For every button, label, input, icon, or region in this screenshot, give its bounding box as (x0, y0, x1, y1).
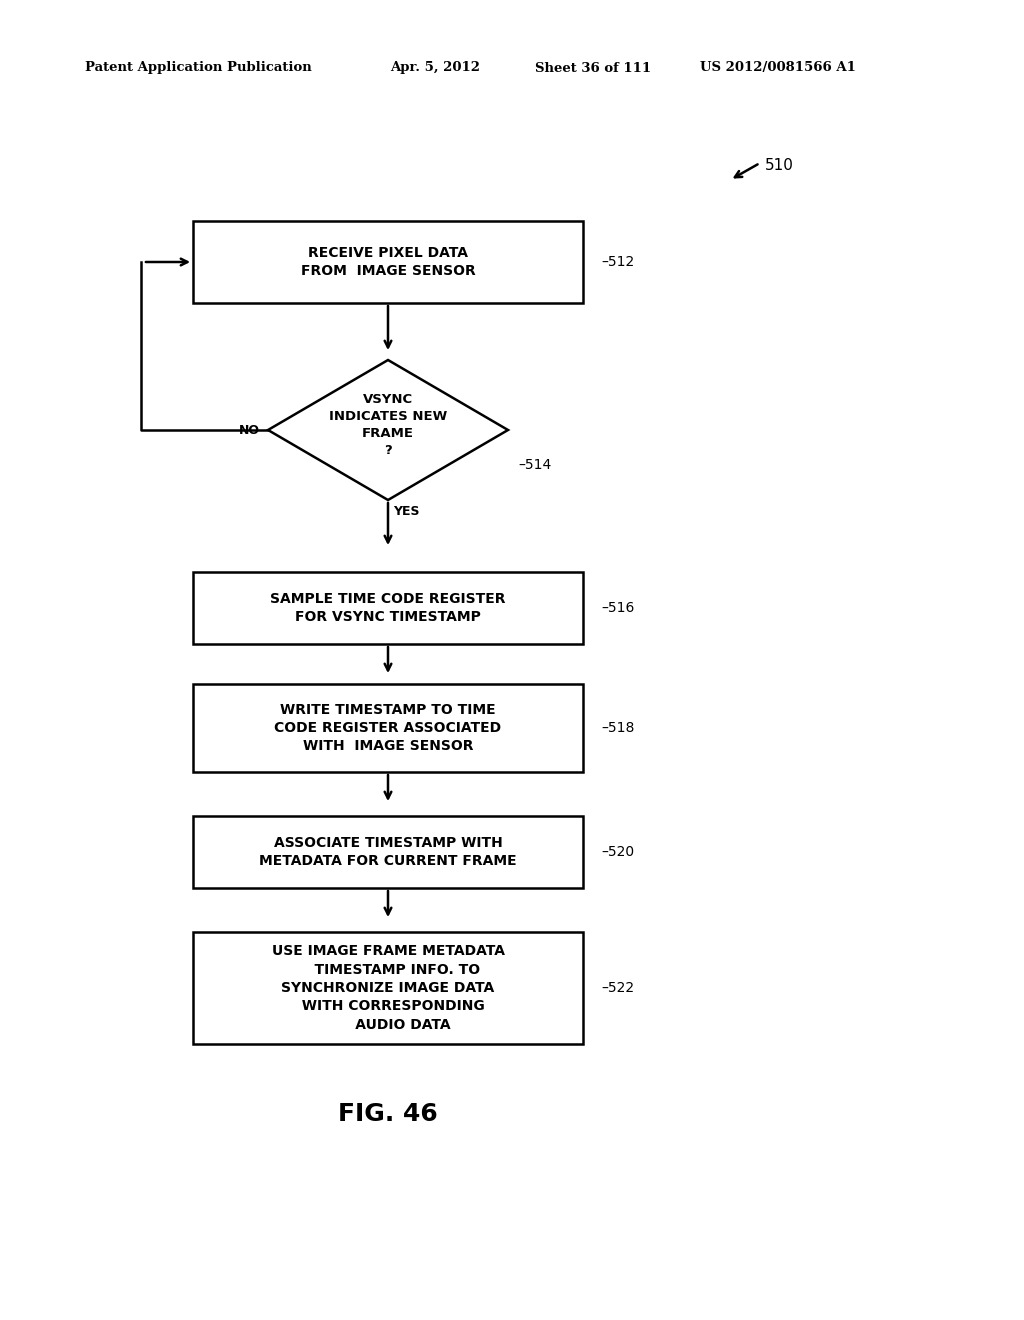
Text: 510: 510 (765, 157, 794, 173)
Bar (193, 684, 583, 772)
Polygon shape (268, 360, 508, 500)
Text: SAMPLE TIME CODE REGISTER
FOR VSYNC TIMESTAMP: SAMPLE TIME CODE REGISTER FOR VSYNC TIME… (270, 591, 506, 624)
Text: –512: –512 (601, 255, 634, 269)
Text: Sheet 36 of 111: Sheet 36 of 111 (535, 62, 651, 74)
Text: –520: –520 (601, 845, 634, 859)
Text: USE IMAGE FRAME METADATA
    TIMESTAMP INFO. TO
SYNCHRONIZE IMAGE DATA
  WITH CO: USE IMAGE FRAME METADATA TIMESTAMP INFO.… (271, 944, 505, 1032)
Text: ASSOCIATE TIMESTAMP WITH
METADATA FOR CURRENT FRAME: ASSOCIATE TIMESTAMP WITH METADATA FOR CU… (259, 836, 517, 869)
Text: NO: NO (239, 424, 260, 437)
Text: –518: –518 (601, 721, 635, 735)
Text: FIG. 46: FIG. 46 (338, 1102, 438, 1126)
Text: US 2012/0081566 A1: US 2012/0081566 A1 (700, 62, 856, 74)
Text: WRITE TIMESTAMP TO TIME
CODE REGISTER ASSOCIATED
WITH  IMAGE SENSOR: WRITE TIMESTAMP TO TIME CODE REGISTER AS… (274, 702, 502, 754)
Bar (193, 932, 583, 1044)
Text: Patent Application Publication: Patent Application Publication (85, 62, 311, 74)
Bar (193, 816, 583, 888)
Bar (193, 572, 583, 644)
Text: –514: –514 (518, 458, 551, 473)
Text: –522: –522 (601, 981, 634, 995)
Text: –516: –516 (601, 601, 635, 615)
Text: VSYNC
INDICATES NEW
FRAME
?: VSYNC INDICATES NEW FRAME ? (329, 393, 447, 457)
Text: Apr. 5, 2012: Apr. 5, 2012 (390, 62, 480, 74)
Text: YES: YES (393, 506, 420, 517)
Bar (193, 220, 583, 304)
Text: RECEIVE PIXEL DATA
FROM  IMAGE SENSOR: RECEIVE PIXEL DATA FROM IMAGE SENSOR (301, 246, 475, 279)
